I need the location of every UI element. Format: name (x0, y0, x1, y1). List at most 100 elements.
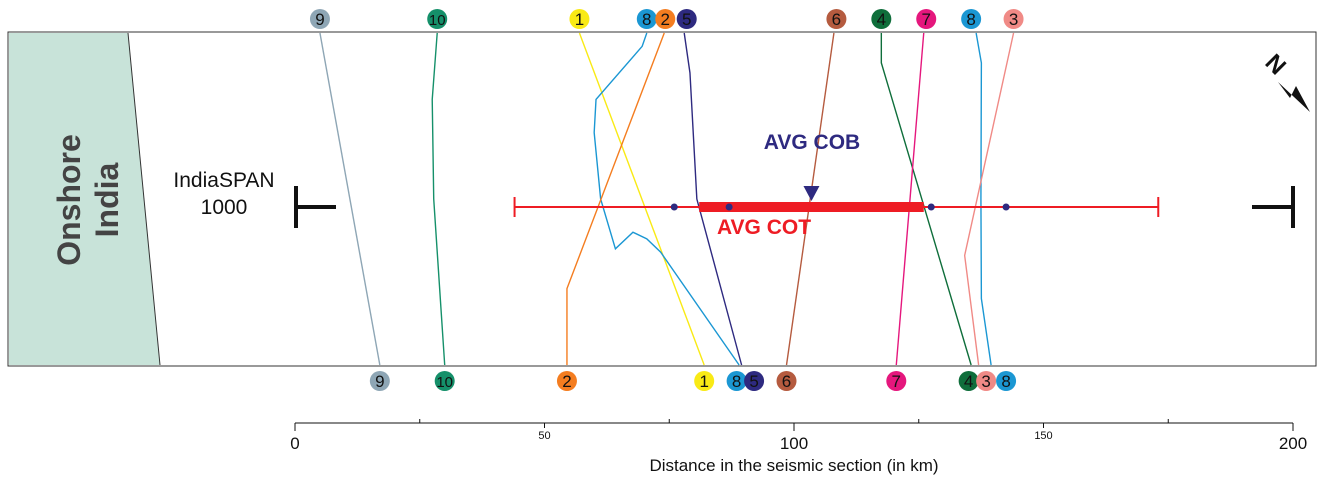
boundary-line-2 (566, 32, 665, 365)
bottom-label-1: 10 (434, 371, 455, 391)
axis-tick-label: 100 (780, 434, 808, 453)
cot-thick-range (699, 202, 924, 212)
boundary-line-9 (319, 32, 381, 366)
boundary-line-4 (880, 33, 972, 366)
top-label-9: 8 (961, 9, 982, 29)
distance-axis: 0 100 200 50 150 (290, 419, 1307, 453)
bottom-label-circle-10 (996, 371, 1017, 391)
cot-marker-0 (670, 203, 678, 211)
axis-minor-tick-label: 150 (1034, 430, 1052, 442)
bottom-label-circle-6 (776, 371, 797, 391)
bottom-label-text-0: 9 (375, 372, 384, 391)
bottom-label-circle-9 (976, 371, 997, 391)
onshore-region (9, 33, 160, 365)
bottom-label-9: 3 (976, 371, 997, 391)
top-label-8: 7 (916, 9, 937, 29)
boundary-lines (319, 32, 1015, 366)
bottom-label-text-8: 4 (964, 372, 973, 391)
top-label-circle-2 (569, 9, 590, 29)
onshore-label-line1: Onshore (51, 134, 87, 266)
bottom-label-circle-7 (886, 371, 907, 391)
cot-marker-1 (725, 203, 733, 211)
bottom-label-circle-1 (434, 371, 455, 391)
bottom-label-0: 9 (369, 371, 390, 391)
top-label-7: 4 (871, 9, 892, 29)
boundary-line-10 (431, 32, 446, 366)
top-label-text-8: 7 (922, 10, 931, 29)
top-label-1: 10 (427, 9, 448, 29)
bottom-label-circle-3 (694, 371, 715, 391)
top-label-text-2: 1 (575, 10, 584, 29)
bottom-label-5: 5 (744, 371, 765, 391)
top-label-circle-5 (676, 9, 697, 29)
top-label-text-10: 3 (1009, 10, 1018, 29)
bottom-label-2: 2 (556, 371, 577, 391)
top-label-circle-4 (655, 9, 676, 29)
top-label-circle-6 (826, 9, 847, 29)
avg-cot-bar (513, 186, 1160, 217)
top-label-4: 2 (655, 9, 676, 29)
bottom-label-text-3: 1 (699, 372, 708, 391)
section-number: 1000 (201, 196, 248, 219)
bottom-label-circle-8 (958, 371, 979, 391)
bottom-label-text-10: 8 (1001, 372, 1010, 391)
top-label-circle-7 (871, 9, 892, 29)
axis-tick-label: 0 (290, 434, 299, 453)
top-label-text-5: 5 (682, 10, 691, 29)
top-label-10: 3 (1003, 9, 1024, 29)
boundary-line-6 (785, 32, 835, 366)
section-frame (7, 31, 1317, 367)
boundary-line-5 (683, 32, 743, 366)
top-label-text-4: 2 (661, 10, 670, 29)
top-label-2: 1 (569, 9, 590, 29)
axis-minor-tick-label: 50 (538, 430, 550, 442)
top-label-circle-8 (916, 9, 937, 29)
bottom-label-circle-2 (556, 371, 577, 391)
bottom-label-8: 4 (958, 371, 979, 391)
avg-cob-label: AVG COB (764, 131, 860, 154)
bottom-label-text-7: 7 (892, 372, 901, 391)
top-label-circle-3 (636, 9, 657, 29)
section-name: IndiaSPAN (173, 169, 274, 192)
boundary-line-1 (578, 32, 705, 366)
bottom-label-10: 8 (996, 371, 1017, 391)
bottom-label-6: 6 (776, 371, 797, 391)
bottom-label-7: 7 (886, 371, 907, 391)
north-arrow-icon (1278, 82, 1310, 112)
top-label-circle-0 (309, 9, 330, 29)
boundary-labels: 9 10 1 8 2 5 6 4 7 8 39 10 2 1 8 5 6 7 4 3 8 (309, 9, 1024, 391)
bottom-label-text-1: 10 (436, 374, 453, 391)
top-label-text-7: 4 (877, 10, 886, 29)
cot-marker-2 (927, 203, 935, 211)
avg-cot-label: AVG COT (717, 216, 811, 239)
bottom-label-text-4: 8 (732, 372, 741, 391)
bottom-label-text-5: 5 (749, 372, 758, 391)
top-label-text-9: 8 (966, 10, 975, 29)
axis-tick-label: 200 (1279, 434, 1307, 453)
top-label-0: 9 (309, 9, 330, 29)
top-label-circle-9 (961, 9, 982, 29)
coastline (127, 32, 161, 366)
top-label-text-6: 6 (832, 10, 841, 29)
axis-title: Distance in the seismic section (in km) (649, 456, 938, 475)
section-end-marker (1252, 186, 1295, 228)
onshore-label-line2: India (89, 162, 125, 237)
bottom-label-text-9: 3 (981, 372, 990, 391)
bottom-label-circle-5 (744, 371, 765, 391)
bottom-label-3: 1 (694, 371, 715, 391)
bottom-label-text-6: 6 (782, 372, 791, 391)
bottom-label-text-2: 2 (562, 372, 571, 391)
top-label-text-0: 9 (315, 10, 324, 29)
avg-cob-marker (803, 186, 820, 201)
top-label-text-1: 10 (429, 12, 446, 29)
boundary-line-8b (975, 32, 992, 366)
section-start-marker (294, 186, 336, 228)
boundary-line-3 (963, 32, 1015, 366)
top-label-3: 8 (636, 9, 657, 29)
bottom-label-circle-4 (726, 371, 747, 391)
top-label-6: 6 (826, 9, 847, 29)
top-label-circle-1 (427, 9, 448, 29)
top-label-text-3: 8 (642, 10, 651, 29)
bottom-label-circle-0 (369, 371, 390, 391)
